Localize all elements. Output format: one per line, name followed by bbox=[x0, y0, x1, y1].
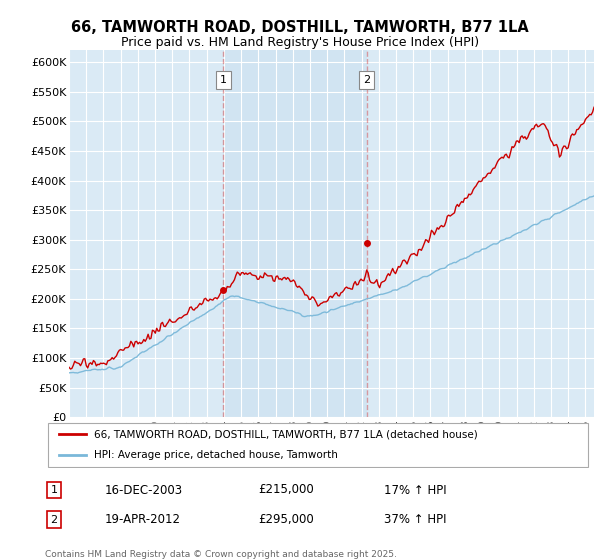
Text: 1: 1 bbox=[50, 485, 58, 495]
FancyBboxPatch shape bbox=[48, 423, 588, 466]
Bar bbox=[223, 50, 367, 417]
Text: Contains HM Land Registry data © Crown copyright and database right 2025.
This d: Contains HM Land Registry data © Crown c… bbox=[45, 550, 397, 560]
Text: 66, TAMWORTH ROAD, DOSTHILL, TAMWORTH, B77 1LA (detached house): 66, TAMWORTH ROAD, DOSTHILL, TAMWORTH, B… bbox=[94, 429, 478, 439]
Text: 2: 2 bbox=[363, 75, 370, 85]
Text: 2: 2 bbox=[50, 515, 58, 525]
Text: Price paid vs. HM Land Registry's House Price Index (HPI): Price paid vs. HM Land Registry's House … bbox=[121, 36, 479, 49]
Text: 16-DEC-2003: 16-DEC-2003 bbox=[105, 483, 183, 497]
Text: 1: 1 bbox=[220, 75, 227, 85]
Text: 66, TAMWORTH ROAD, DOSTHILL, TAMWORTH, B77 1LA: 66, TAMWORTH ROAD, DOSTHILL, TAMWORTH, B… bbox=[71, 20, 529, 35]
Text: £215,000: £215,000 bbox=[258, 483, 314, 497]
Text: 19-APR-2012: 19-APR-2012 bbox=[105, 513, 181, 526]
Text: HPI: Average price, detached house, Tamworth: HPI: Average price, detached house, Tamw… bbox=[94, 450, 338, 460]
Text: 37% ↑ HPI: 37% ↑ HPI bbox=[384, 513, 446, 526]
Text: 17% ↑ HPI: 17% ↑ HPI bbox=[384, 483, 446, 497]
Text: £295,000: £295,000 bbox=[258, 513, 314, 526]
